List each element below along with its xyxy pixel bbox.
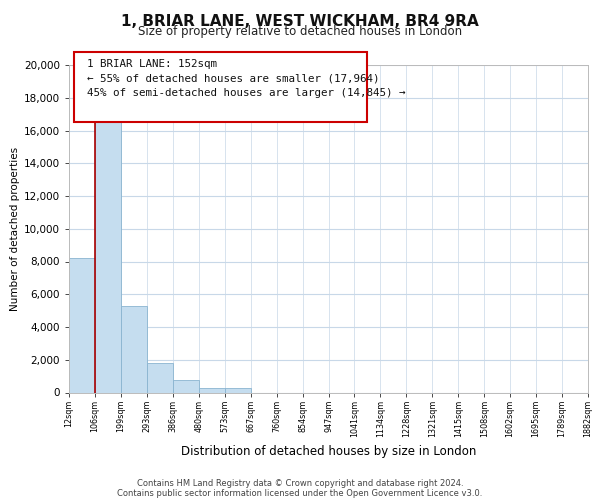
FancyBboxPatch shape bbox=[74, 52, 367, 122]
X-axis label: Distribution of detached houses by size in London: Distribution of detached houses by size … bbox=[181, 446, 476, 458]
Text: Size of property relative to detached houses in London: Size of property relative to detached ho… bbox=[138, 25, 462, 38]
Bar bbox=[69, 258, 95, 392]
Bar bbox=[173, 380, 199, 392]
Bar bbox=[225, 388, 251, 392]
Text: Contains public sector information licensed under the Open Government Licence v3: Contains public sector information licen… bbox=[118, 488, 482, 498]
Bar bbox=[147, 363, 173, 392]
Bar bbox=[121, 306, 147, 392]
Text: 1, BRIAR LANE, WEST WICKHAM, BR4 9RA: 1, BRIAR LANE, WEST WICKHAM, BR4 9RA bbox=[121, 14, 479, 29]
Bar bbox=[199, 388, 224, 392]
Bar bbox=[95, 122, 121, 392]
Text: 1 BRIAR LANE: 152sqm
← 55% of detached houses are smaller (17,964)
45% of semi-d: 1 BRIAR LANE: 152sqm ← 55% of detached h… bbox=[87, 59, 406, 98]
Text: Contains HM Land Registry data © Crown copyright and database right 2024.: Contains HM Land Registry data © Crown c… bbox=[137, 478, 463, 488]
Y-axis label: Number of detached properties: Number of detached properties bbox=[10, 146, 20, 311]
